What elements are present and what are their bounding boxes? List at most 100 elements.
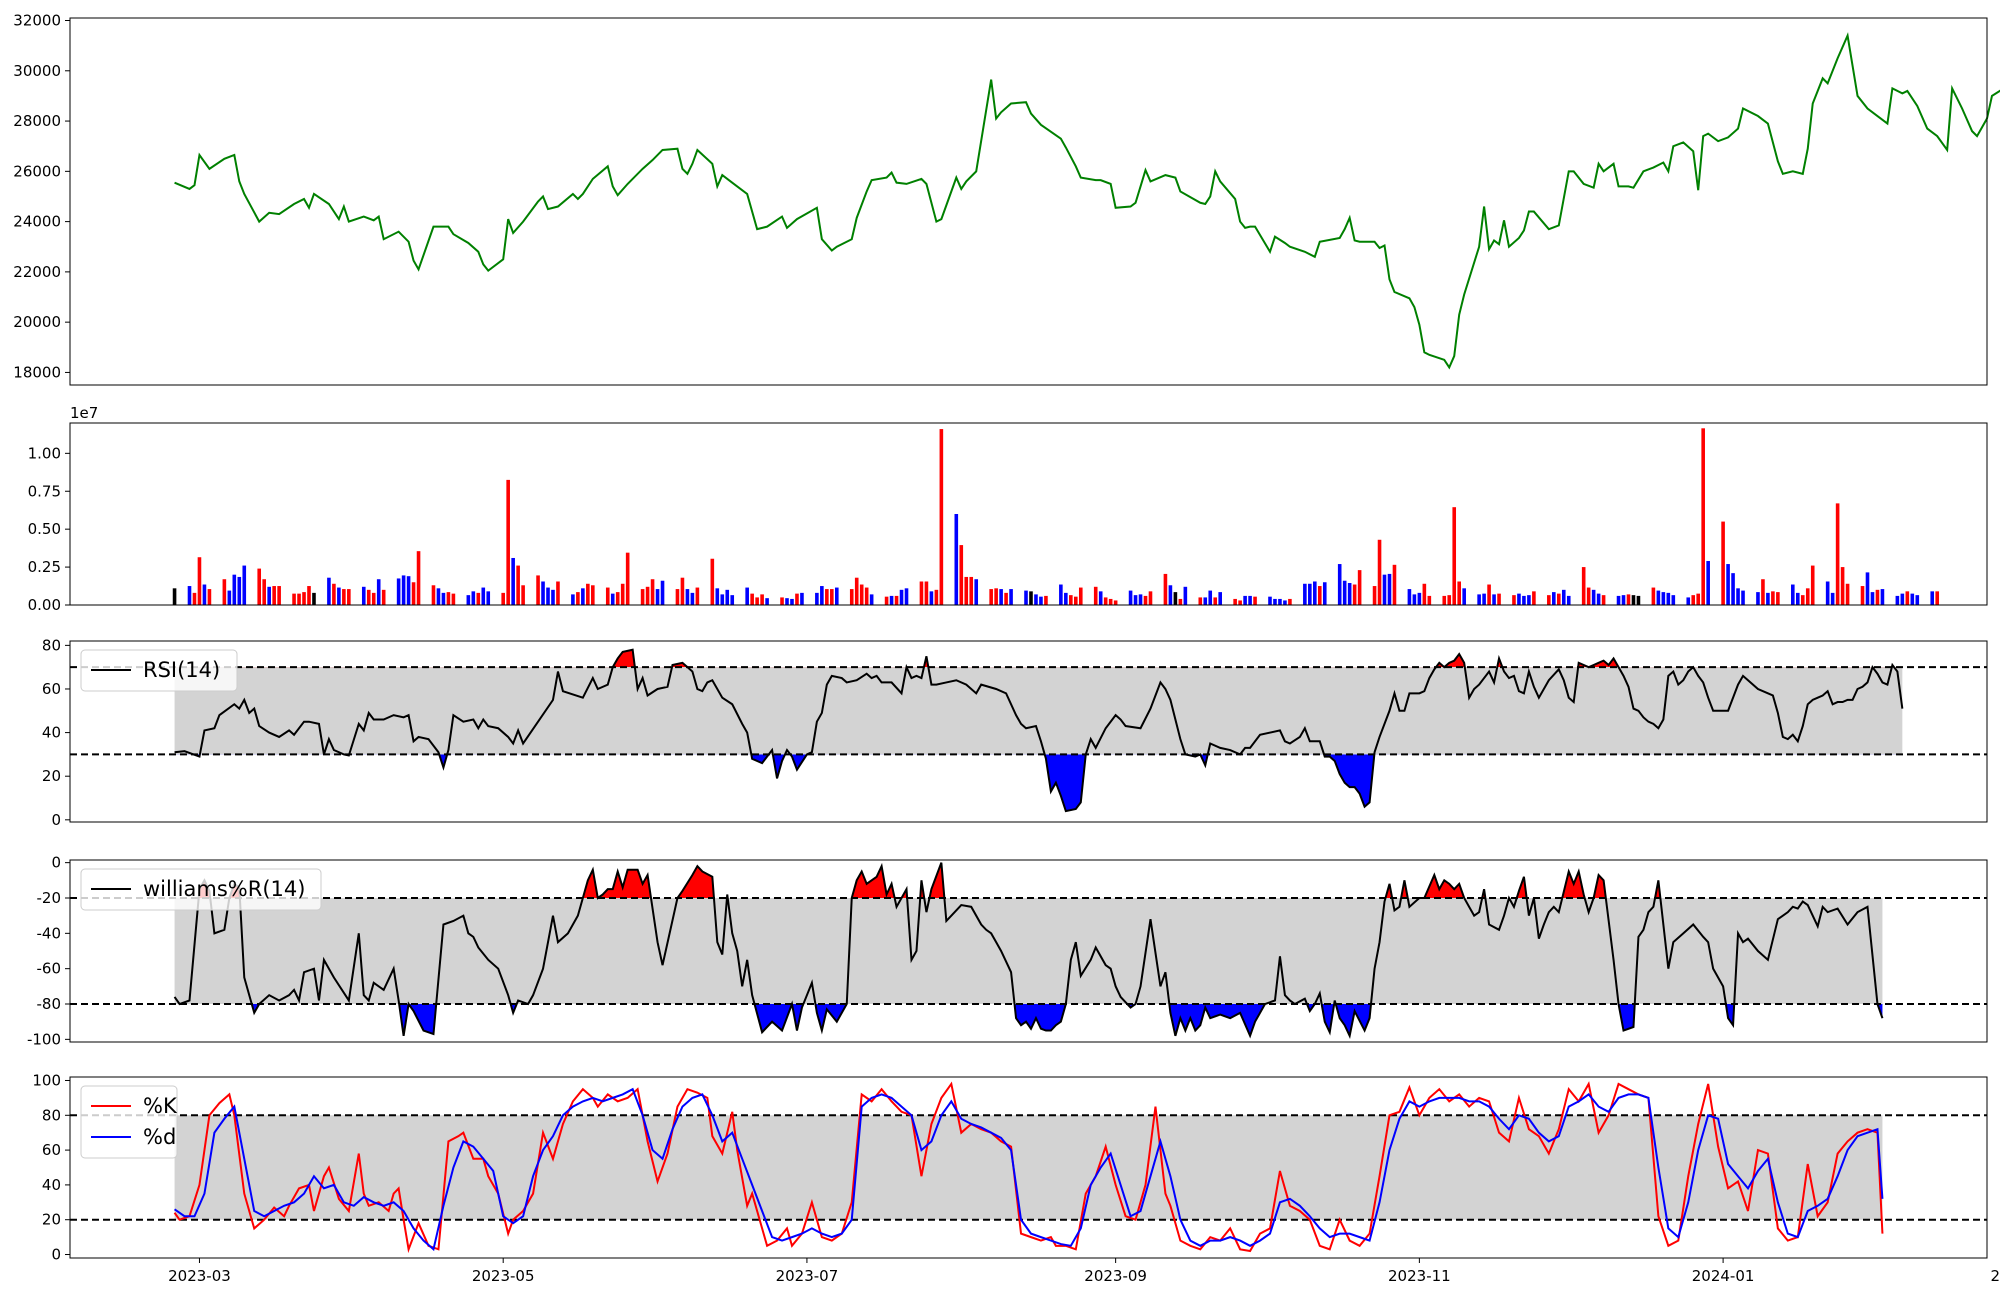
volume-bar xyxy=(1422,583,1427,605)
volume-ytick-label: 1.00 xyxy=(28,444,61,462)
volume-bar xyxy=(1372,586,1377,605)
volume-bar xyxy=(1686,597,1691,605)
volume-bar xyxy=(501,592,505,605)
volume-bar xyxy=(277,586,281,605)
price-ytick-label: 28000 xyxy=(13,112,61,130)
volume-bar xyxy=(1238,600,1242,605)
volume-bar xyxy=(780,597,784,605)
volume-bar xyxy=(1636,595,1641,605)
volume-bar xyxy=(1029,591,1033,605)
volume-bar xyxy=(620,583,625,605)
stochastic-ytick-label: 0 xyxy=(51,1246,61,1264)
volume-bar xyxy=(894,595,899,605)
volume-bar xyxy=(830,589,834,605)
volume-bar xyxy=(1168,585,1173,605)
rsi-ytick-label: 40 xyxy=(42,724,61,742)
volume-frame xyxy=(69,422,1988,606)
volume-bar xyxy=(999,589,1003,605)
volume-bar xyxy=(1278,598,1282,605)
volume-bar xyxy=(1457,581,1461,605)
volume-bar xyxy=(1736,588,1740,605)
stochastic-panel: 0 20 40 60 80 100 %K %d 2023-03 2023-05 2023-07 202… xyxy=(32,1071,2000,1285)
williams-ytick-label: -40 xyxy=(37,924,62,942)
volume-bar xyxy=(1357,570,1362,605)
rsi-frame xyxy=(69,640,1988,823)
volume-bar xyxy=(610,593,615,606)
volume-bar xyxy=(854,577,859,605)
volume-bar xyxy=(1512,595,1516,605)
volume-bar xyxy=(1726,564,1730,605)
volume-bar xyxy=(1865,572,1870,605)
volume-bar xyxy=(1093,586,1098,605)
volume-bar xyxy=(1208,590,1213,605)
volume-bar xyxy=(576,592,580,605)
rsi-panel: 0 20 40 60 80 RSI(14) xyxy=(42,636,1988,829)
volume-bar xyxy=(1805,588,1810,605)
volume-bar xyxy=(1213,597,1218,605)
williams-ytick-label: 0 xyxy=(51,854,61,872)
volume-bar xyxy=(197,557,202,605)
volume-bar xyxy=(1064,592,1068,605)
volume-bar xyxy=(1143,595,1148,605)
volume-bar xyxy=(257,568,262,605)
rsi-line xyxy=(174,648,1904,813)
volume-bar xyxy=(327,577,331,605)
volume-bar xyxy=(401,575,406,605)
volume-bar xyxy=(730,595,735,605)
volume-bar xyxy=(1766,592,1770,605)
volume-bar xyxy=(1317,586,1322,605)
volume-bar xyxy=(660,580,665,605)
price-panel: 18000 20000 22000 24000 26000 28000 30000 32000 xyxy=(13,12,2000,386)
volume-bar xyxy=(1547,595,1551,605)
williams-ytick-label: -60 xyxy=(37,960,62,978)
volume-bar xyxy=(1835,503,1840,605)
williams-ytick-label: -20 xyxy=(37,889,62,907)
price-ytick-label: 32000 xyxy=(13,12,61,30)
volume-bar xyxy=(685,589,690,605)
volume-bar xyxy=(536,575,540,605)
volume-bar xyxy=(1701,428,1705,605)
volume-bar xyxy=(1492,594,1496,605)
volume-bar xyxy=(1198,597,1203,605)
volume-bar xyxy=(262,579,266,605)
volume-bar xyxy=(765,598,769,605)
volume-bar xyxy=(1203,597,1208,605)
volume-bar xyxy=(476,592,481,605)
volume-bar xyxy=(1024,590,1028,605)
volume-bar xyxy=(1034,594,1038,605)
volume-bar xyxy=(396,578,401,605)
volume-bar xyxy=(835,587,839,605)
rsi-neutral-band xyxy=(174,667,1903,755)
volume-bar xyxy=(1900,593,1905,606)
williams-ytick-label: -100 xyxy=(27,1030,61,1048)
volume-bar xyxy=(1103,597,1108,605)
volume-bar xyxy=(1283,600,1287,605)
stochastic-d-line xyxy=(173,1087,1884,1252)
williams-frame xyxy=(69,859,1988,1043)
volume-bar xyxy=(1392,564,1397,605)
volume-bar xyxy=(1074,596,1078,605)
price-ytick-label: 22000 xyxy=(13,263,61,281)
volume-bar xyxy=(446,592,451,605)
volume-bar xyxy=(1696,593,1701,606)
stochastic-ytick-label: 60 xyxy=(42,1141,61,1159)
volume-bar xyxy=(1532,591,1536,605)
volume-bar xyxy=(332,583,336,605)
volume-bar xyxy=(790,598,794,605)
rsi-legend-label: RSI(14) xyxy=(143,658,220,682)
volume-bar xyxy=(1626,594,1631,605)
volume-bar xyxy=(1308,583,1312,605)
volume-bar xyxy=(1776,592,1780,605)
volume-bar xyxy=(1741,590,1745,605)
volume-bar xyxy=(481,587,486,605)
stochastic-legend xyxy=(80,1085,178,1159)
volume-bar xyxy=(1522,595,1526,605)
volume-bar xyxy=(347,589,351,605)
volume-bar xyxy=(1487,584,1491,605)
price-ytick-label: 18000 xyxy=(13,363,61,381)
rsi-legend xyxy=(80,649,238,692)
volume-bar xyxy=(1273,598,1277,605)
williams-oversold-fill xyxy=(174,1004,1883,1036)
volume-bar xyxy=(929,591,934,605)
